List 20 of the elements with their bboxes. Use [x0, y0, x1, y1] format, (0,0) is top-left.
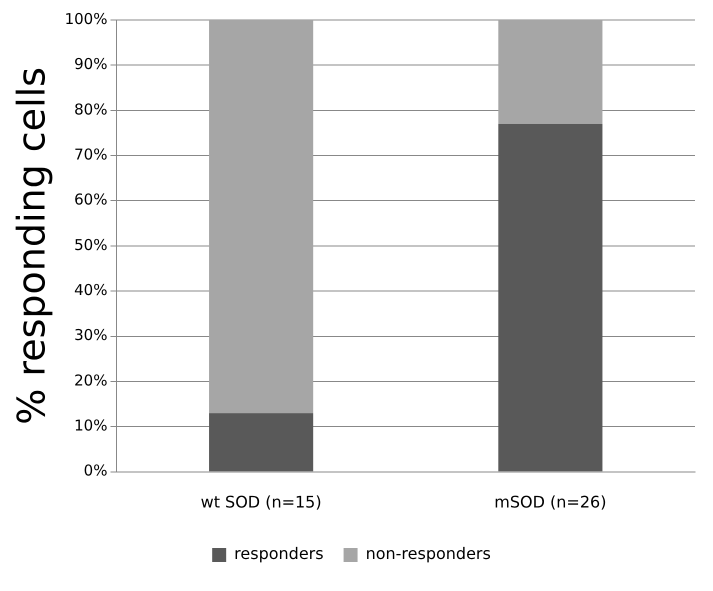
- y-tick-label: 80%: [74, 100, 108, 118]
- y-tick-label: 100%: [64, 10, 108, 28]
- y-tick-label: 10%: [74, 416, 108, 435]
- bar: [498, 20, 602, 124]
- legend-label: non-responders: [366, 544, 491, 564]
- y-tick-label: 70%: [74, 145, 108, 164]
- bar: [209, 20, 314, 414]
- y-axis-title: % responding cells: [10, 67, 54, 425]
- legend-label: responders: [234, 544, 324, 564]
- y-tick-label: 0%: [84, 462, 108, 480]
- y-tick-label: 50%: [74, 236, 108, 254]
- x-tick-label: mSOD (n=26): [494, 492, 606, 512]
- bar: [498, 124, 602, 472]
- bar: [209, 413, 314, 472]
- x-tick-label: wt SOD (n=15): [200, 492, 322, 512]
- y-tick-label: 20%: [74, 371, 108, 390]
- y-tick-label: 60%: [74, 190, 108, 209]
- y-tick-label: 90%: [74, 55, 108, 74]
- y-tick-label: 40%: [74, 280, 108, 299]
- y-tick-label: 30%: [74, 326, 108, 344]
